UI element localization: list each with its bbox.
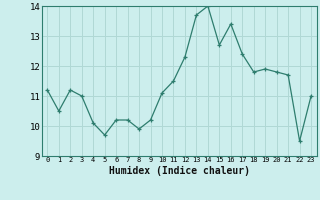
X-axis label: Humidex (Indice chaleur): Humidex (Indice chaleur) [109,166,250,176]
